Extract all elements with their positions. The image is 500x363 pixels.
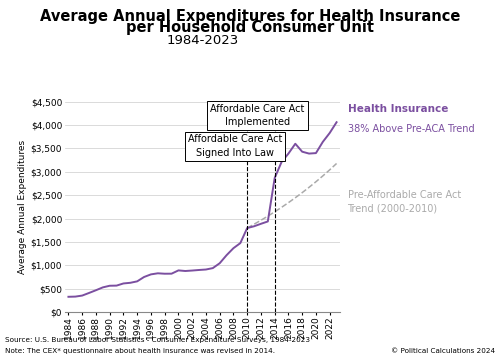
Text: per Household Consumer Unit: per Household Consumer Unit <box>126 20 374 35</box>
Text: Source: U.S. Bureau of Labor Statistics - Consumer Expenditure Surveys, 1984-202: Source: U.S. Bureau of Labor Statistics … <box>5 337 310 343</box>
Y-axis label: Average Annual Expenditures: Average Annual Expenditures <box>18 140 26 274</box>
Text: Average Annual Expenditures for Health Insurance: Average Annual Expenditures for Health I… <box>40 9 460 24</box>
Text: Note: The CEX* questionnaire about health insurance was revised in 2014.: Note: The CEX* questionnaire about healt… <box>5 348 275 354</box>
Text: 1984-2023: 1984-2023 <box>166 34 238 48</box>
Text: Affordable Care Act
Implemented: Affordable Care Act Implemented <box>210 104 304 127</box>
Text: 38% Above Pre-ACA Trend: 38% Above Pre-ACA Trend <box>348 124 474 134</box>
Text: Health Insurance: Health Insurance <box>348 104 448 114</box>
Text: Pre-Affordable Care Act
Trend (2000-2010): Pre-Affordable Care Act Trend (2000-2010… <box>348 190 461 213</box>
Text: Affordable Care Act
Signed Into Law: Affordable Care Act Signed Into Law <box>188 134 282 158</box>
Text: © Political Calculations 2024: © Political Calculations 2024 <box>391 348 495 354</box>
